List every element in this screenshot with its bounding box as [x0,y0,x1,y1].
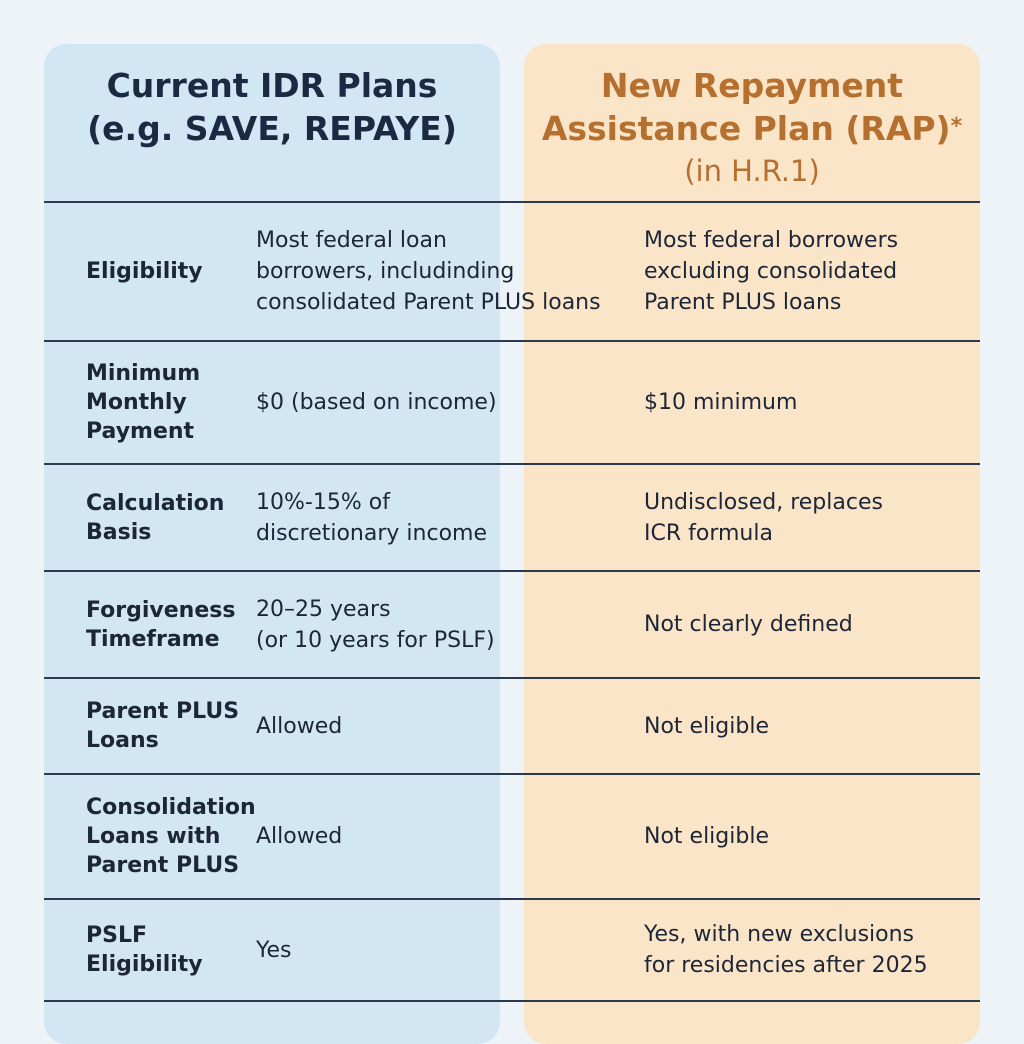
current-plans-cell: $0 (based on income) [256,342,656,463]
table-row: Parent PLUS Loans Allowed Not eligible [44,679,980,773]
current-plans-cell: Most federal loan borrowers, includindin… [256,203,656,340]
current-plans-cell: Yes [256,900,656,1000]
table-row: PSLF Eligibility Yes Yes, with new exclu… [44,900,980,1000]
divider [44,677,980,679]
divider [44,340,980,342]
row-label: Eligibility [86,203,262,340]
current-plans-cell: 20–25 years (or 10 years for PSLF) [256,572,656,677]
row-label-text: Minimum Monthly Payment [86,361,201,444]
rap-value: Yes, with new exclusions for residencies… [644,922,928,978]
table-row: Calculation Basis 10%-15% of discretiona… [44,465,980,570]
current-plans-cell: 10%-15% of discretionary income [256,465,656,570]
row-label: PSLF Eligibility [86,900,262,1000]
current-plans-cell: Allowed [256,679,656,773]
row-label-text: Forgiveness Timeframe [86,597,236,652]
current-plans-value: $0 (based on income) [256,390,497,415]
row-label: Minimum Monthly Payment [86,342,262,463]
divider [44,570,980,572]
rap-value: $10 minimum [644,390,798,415]
row-label: Consolidation Loans with Parent PLUS [86,775,262,898]
table-row: Eligibility Most federal loan borrowers,… [44,203,980,340]
rap-cell: Not eligible [644,679,964,773]
current-plans-title: Current IDR Plans [106,66,438,105]
row-label-text: Consolidation Loans with Parent PLUS [86,795,256,878]
rap-value: Undisclosed, replaces ICR formula [644,489,883,546]
rap-cell: Yes, with new exclusions for residencies… [644,900,964,1000]
rap-value: Not eligible [644,713,769,739]
rap-cell: Not eligible [644,775,964,898]
row-label-text: Parent PLUS Loans [86,699,240,753]
current-plans-header: Current IDR Plans (e.g. SAVE, REPAYE) [44,64,500,150]
table-row: Minimum Monthly Payment $0 (based on inc… [44,342,980,463]
current-plans-value: 20–25 years (or 10 years for PSLF) [256,596,495,653]
current-plans-column-background [44,44,500,1044]
rap-asterisk: * [950,114,963,139]
rap-title: New Repayment Assistance Plan (RAP) [541,66,951,148]
rap-subtitle: (in H.R.1) [684,154,820,188]
rap-cell: Undisclosed, replaces ICR formula [644,465,964,570]
row-label-text: Eligibility [86,259,203,284]
current-plans-value: 10%-15% of discretionary income [256,489,487,546]
current-plans-cell: Allowed [256,775,656,898]
current-plans-value: Allowed [256,713,343,739]
table-row: Forgiveness Timeframe 20–25 years (or 10… [44,572,980,677]
row-label: Calculation Basis [86,465,262,570]
rap-header: New Repayment Assistance Plan (RAP)* (in… [524,64,980,192]
divider [44,898,980,900]
current-plans-value: Most federal loan borrowers, includindin… [256,228,601,315]
row-label: Parent PLUS Loans [86,679,262,773]
row-label: Forgiveness Timeframe [86,572,262,677]
rap-value: Most federal borrowers excluding consoli… [644,228,899,315]
rap-cell: $10 minimum [644,342,964,463]
rap-cell: Most federal borrowers excluding consoli… [644,203,964,340]
row-label-text: Calculation Basis [86,490,225,545]
table-row: Consolidation Loans with Parent PLUS All… [44,775,980,898]
current-plans-value: Allowed [256,824,343,849]
current-plans-value: Yes [256,937,292,963]
rap-cell: Not clearly defined [644,572,964,677]
rap-value: Not eligible [644,824,769,849]
divider [44,463,980,465]
divider [44,1000,980,1002]
current-plans-subtitle: (e.g. SAVE, REPAYE) [87,109,457,148]
rap-value: Not clearly defined [644,612,853,637]
rap-column-background [524,44,980,1044]
divider [44,773,980,775]
row-label-text: PSLF Eligibility [86,923,203,977]
divider [44,201,980,203]
